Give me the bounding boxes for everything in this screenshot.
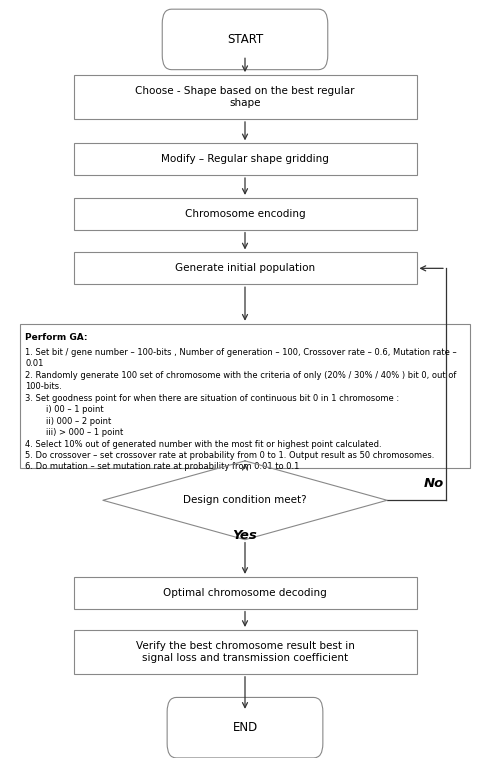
Bar [74, 198, 416, 230]
Bar [74, 630, 416, 674]
Text: END: END [232, 721, 258, 735]
Text: Perform GA:: Perform GA: [25, 333, 88, 342]
Text: Yes: Yes [233, 528, 257, 542]
Text: START: START [227, 33, 263, 46]
Text: Choose - Shape based on the best regular
shape: Choose - Shape based on the best regular… [135, 86, 355, 108]
Text: No: No [423, 477, 444, 490]
FancyBboxPatch shape [162, 9, 328, 70]
Text: Design condition meet?: Design condition meet? [183, 495, 307, 506]
Text: Verify the best chromosome result best in
signal loss and transmission coefficie: Verify the best chromosome result best i… [136, 641, 354, 662]
Bar [74, 75, 416, 119]
Text: Modify – Regular shape gridding: Modify – Regular shape gridding [161, 154, 329, 164]
Text: Generate initial population: Generate initial population [175, 263, 315, 274]
Text: Chromosome encoding: Chromosome encoding [185, 208, 305, 219]
Text: 1. Set bit / gene number – 100-bits , Number of generation – 100, Crossover rate: 1. Set bit / gene number – 100-bits , Nu… [25, 348, 457, 471]
Polygon shape [103, 461, 387, 540]
FancyBboxPatch shape [167, 697, 323, 758]
Bar [20, 324, 470, 468]
Bar [74, 143, 416, 175]
Text: Optimal chromosome decoding: Optimal chromosome decoding [163, 587, 327, 598]
Bar [74, 252, 416, 284]
Bar [74, 577, 416, 609]
